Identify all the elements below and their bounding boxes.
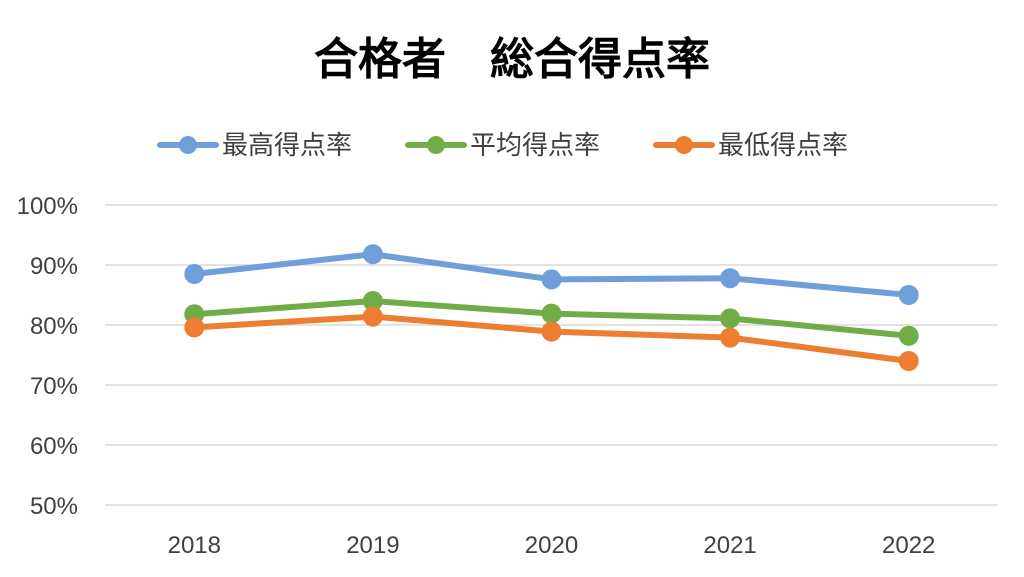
y-tick-label: 60% (30, 433, 78, 460)
y-tick-label: 100% (17, 193, 78, 220)
y-tick-label: 70% (30, 373, 78, 400)
data-point (184, 317, 205, 338)
data-point (898, 285, 919, 305)
data-point (720, 327, 741, 348)
x-axis: 2018 2019 2020 2021 2022 (168, 532, 936, 559)
data-point (184, 264, 205, 284)
x-tick-label: 2022 (882, 532, 935, 559)
y-tick-label: 50% (30, 493, 78, 520)
y-tick-label: 90% (30, 253, 78, 280)
data-point (720, 268, 741, 289)
legend-marker (179, 136, 197, 154)
x-tick-label: 2019 (346, 532, 399, 559)
x-tick-label: 2021 (703, 532, 756, 559)
data-point (541, 321, 562, 342)
x-tick-label: 2020 (525, 532, 578, 559)
y-tick-label: 80% (30, 313, 78, 340)
legend-item: 最低得点率 (653, 131, 848, 161)
y-axis: 100% 90% 80% 70% 60% 50% (17, 193, 78, 520)
series-group (184, 244, 919, 371)
data-point (362, 306, 383, 327)
series-3 (184, 306, 919, 371)
data-point (362, 291, 383, 311)
data-point (541, 269, 562, 290)
legend-item: 最高得点率 (157, 131, 352, 161)
x-tick-label: 2018 (168, 532, 221, 559)
data-point (362, 244, 383, 265)
legend-marker (427, 136, 445, 154)
data-point (898, 325, 919, 346)
data-point (541, 303, 562, 324)
chart-title: 合格者 総合得点率 (314, 34, 710, 85)
series-1 (184, 244, 919, 305)
legend-label: 平均得点率 (470, 131, 600, 161)
legend-marker (675, 136, 693, 154)
legend: 最高得点率 平均得点率 最低得点率 (157, 131, 848, 161)
legend-label: 最低得点率 (718, 131, 848, 161)
data-point (898, 351, 919, 371)
legend-item: 平均得点率 (405, 131, 600, 161)
legend-label: 最高得点率 (222, 131, 352, 161)
data-point (720, 308, 741, 329)
